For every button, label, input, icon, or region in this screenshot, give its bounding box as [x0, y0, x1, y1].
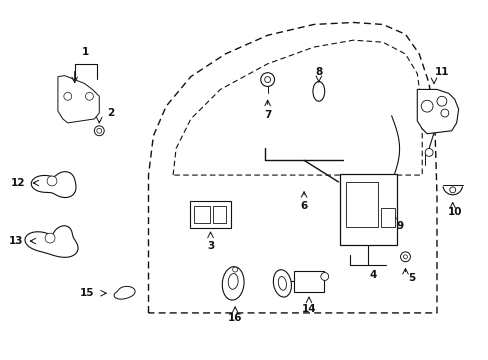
Ellipse shape: [222, 267, 244, 300]
Circle shape: [264, 77, 270, 82]
Bar: [189, 201, 231, 228]
Text: 7: 7: [264, 110, 271, 120]
Text: 15: 15: [80, 288, 94, 298]
Text: 16: 16: [227, 313, 242, 323]
Circle shape: [47, 176, 57, 186]
Bar: [380, 208, 394, 227]
Text: 1: 1: [81, 47, 89, 57]
Ellipse shape: [228, 274, 238, 289]
Bar: [193, 206, 209, 223]
Circle shape: [420, 100, 432, 112]
Polygon shape: [31, 172, 76, 198]
Circle shape: [440, 109, 448, 117]
Text: 13: 13: [9, 236, 23, 246]
Text: 3: 3: [206, 241, 214, 251]
Circle shape: [403, 255, 407, 259]
Text: 4: 4: [368, 270, 376, 279]
Bar: [294, 271, 323, 292]
Circle shape: [320, 273, 328, 280]
Circle shape: [260, 73, 274, 86]
Text: 6: 6: [300, 201, 307, 211]
Ellipse shape: [278, 276, 286, 290]
Circle shape: [94, 126, 104, 136]
Bar: [212, 206, 226, 223]
Circle shape: [449, 187, 455, 193]
Circle shape: [232, 267, 237, 272]
Text: 10: 10: [447, 207, 461, 217]
Text: 14: 14: [301, 304, 316, 314]
Bar: [346, 183, 377, 227]
Circle shape: [85, 93, 93, 100]
Ellipse shape: [273, 270, 291, 297]
Text: 12: 12: [11, 178, 25, 188]
Ellipse shape: [312, 82, 324, 101]
Text: 5: 5: [407, 274, 414, 283]
Text: 9: 9: [395, 221, 402, 231]
Text: 8: 8: [315, 67, 322, 77]
Polygon shape: [114, 286, 135, 299]
Circle shape: [424, 148, 432, 156]
Circle shape: [45, 233, 55, 243]
Circle shape: [400, 252, 409, 262]
Circle shape: [436, 96, 446, 106]
Circle shape: [97, 128, 102, 133]
Polygon shape: [416, 89, 458, 134]
Polygon shape: [25, 226, 78, 257]
Circle shape: [353, 192, 369, 208]
Text: 11: 11: [434, 67, 448, 77]
Bar: [339, 174, 396, 245]
Circle shape: [64, 93, 72, 100]
Polygon shape: [58, 76, 99, 123]
Text: 2: 2: [107, 108, 114, 118]
